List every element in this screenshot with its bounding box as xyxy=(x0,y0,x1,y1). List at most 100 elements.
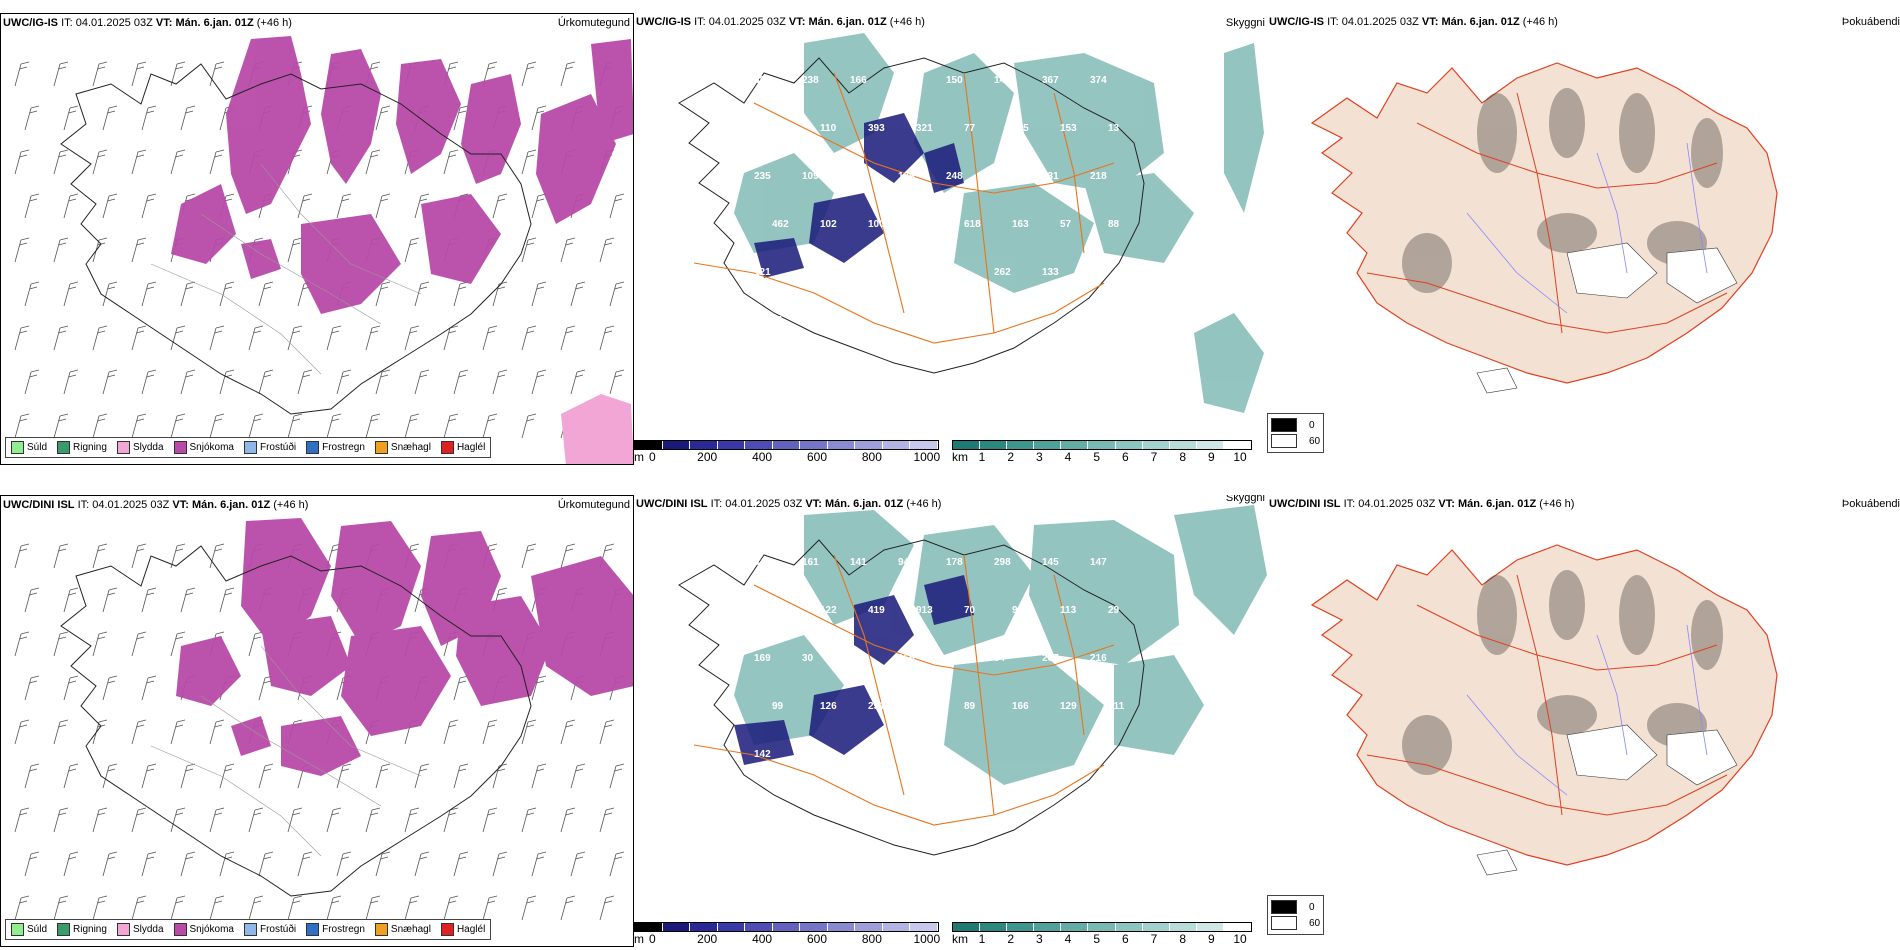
colorbar-tick-label: 3 xyxy=(1035,932,1043,946)
precip-map xyxy=(14,518,633,921)
colorbar-swatch xyxy=(690,923,718,931)
wind-barb xyxy=(63,587,79,613)
ceiling-height-labels: 449 161 141 944 178 298 145 147 170 122 419 913 70 93… xyxy=(754,557,1125,760)
dew-legend-row: 0 xyxy=(1271,417,1320,433)
colorbar-tick-label: 8 xyxy=(1179,450,1186,464)
ceiling-height-label: 142 xyxy=(754,749,771,760)
wind-barb xyxy=(287,807,303,833)
ceiling-height-label: 944 xyxy=(898,557,915,568)
colorbar-swatch xyxy=(1034,441,1062,449)
visibility-colorbar-swatches xyxy=(952,440,1252,450)
wind-barb xyxy=(258,851,274,877)
wind-barb xyxy=(170,149,186,175)
ceiling-height-label: 89 xyxy=(964,701,976,712)
wind-barb xyxy=(453,763,469,789)
dew-legend: 0 60 xyxy=(1267,413,1325,453)
wind-barb xyxy=(482,895,498,921)
wind-barb xyxy=(209,325,225,351)
ceiling-height-label: 100 xyxy=(868,219,885,230)
legend-item: Snæhagl xyxy=(370,438,436,457)
colorbar-tick-label: 200 xyxy=(697,450,718,464)
colorbar-swatch xyxy=(1169,441,1197,449)
wind-barb xyxy=(599,237,615,263)
wind-barb xyxy=(248,895,264,921)
wind-barb xyxy=(570,763,586,789)
wind-barb xyxy=(365,149,381,175)
wind-barb xyxy=(131,543,147,569)
ceiling-height-label: 131 xyxy=(1042,171,1059,182)
wind-barb xyxy=(287,237,303,263)
colorbar-tick-label: 6 xyxy=(1121,932,1129,946)
wind-barb xyxy=(24,105,40,131)
legend-swatch xyxy=(116,441,130,454)
colorbar-swatch xyxy=(635,923,663,931)
wind-barb xyxy=(102,675,118,701)
cloud-map: 387 238 166 148 150 148 367 374 143 110 393 321 77 14… xyxy=(678,33,1264,413)
wind-barb xyxy=(63,193,79,219)
wind-barb xyxy=(560,895,576,921)
wind-barb xyxy=(102,851,118,877)
rivers xyxy=(1466,142,1708,314)
wind-barb xyxy=(53,413,69,439)
ceiling-height-label: 88 xyxy=(1108,219,1120,230)
ceiling-height-label: 887 xyxy=(850,653,867,664)
wind-barb xyxy=(141,763,157,789)
wind-barb xyxy=(443,719,459,745)
wind-barb xyxy=(131,807,147,833)
wind-barb xyxy=(482,325,498,351)
wind-barb xyxy=(131,631,147,657)
glaciers xyxy=(1476,242,1738,394)
wind-barb xyxy=(443,895,459,921)
wind-barb xyxy=(336,851,352,877)
panel-title: UWC/DINI ISL IT: 04.01.2025 03Z VT: Mán.… xyxy=(3,499,309,511)
wind-barb xyxy=(521,149,537,175)
wind-barb xyxy=(258,281,274,307)
ceiling-height-label: 77 xyxy=(964,123,976,134)
wind-barb xyxy=(609,369,625,395)
ceiling-colorbar: m 0 200 400 600 800 1000 xyxy=(634,922,940,946)
wind-barb xyxy=(560,325,576,351)
ceiling-height-label: 133 xyxy=(1042,267,1059,278)
wind-barb xyxy=(375,193,391,219)
colorbar-swatch xyxy=(1196,923,1224,931)
legend-item: Haglél xyxy=(436,920,490,939)
wind-barb xyxy=(92,543,108,569)
wind-barb xyxy=(570,281,586,307)
wind-barb xyxy=(53,807,69,833)
wind-barb xyxy=(14,807,30,833)
legend-swatch xyxy=(11,923,24,936)
colorbar-tick-label: 4 xyxy=(1064,932,1072,946)
colorbar-swatch xyxy=(1142,441,1170,449)
wind-barb xyxy=(560,807,576,833)
panel-name: Þokuábendi xyxy=(1841,16,1900,28)
wind-barb xyxy=(365,895,381,921)
wind-barb xyxy=(141,193,157,219)
ceiling-height-label: 99 xyxy=(772,701,784,712)
ceiling-areas xyxy=(734,575,974,765)
wind-barb xyxy=(521,807,537,833)
dew-legend: 0 60 xyxy=(1267,895,1325,935)
wind-barb xyxy=(92,413,108,439)
legend-swatch xyxy=(173,923,187,936)
legend-swatch xyxy=(440,923,454,936)
ceiling-height-labels: 387 238 166 148 150 148 367 374 143 110 393 321 77 14… xyxy=(754,75,1120,326)
legend-swatch xyxy=(440,441,454,454)
roads xyxy=(693,554,1115,826)
ceiling-height-label: 248 xyxy=(850,267,867,278)
ceiling-colorbar: m 0 200 400 600 800 1000 xyxy=(634,440,940,464)
colorbar-tick-label: 10 xyxy=(1233,450,1247,464)
cloud-panel-row2: UWC/DINI ISL IT: 04.01.2025 03Z VT: Mán.… xyxy=(634,495,1267,947)
legend-swatch xyxy=(374,441,388,454)
ceiling-height-label: 71 xyxy=(772,315,784,326)
colorbar-tick-label: 3 xyxy=(1035,450,1043,464)
wind-barb xyxy=(336,193,352,219)
wind-barb xyxy=(170,719,186,745)
ceiling-height-label: 170 xyxy=(772,605,789,616)
colorbar-tick-label: 0 xyxy=(648,932,656,946)
legend-swatch xyxy=(57,923,71,936)
wind-barb xyxy=(404,237,420,263)
wind-barb xyxy=(326,413,342,439)
ceiling-unit: m xyxy=(634,932,644,946)
wind-barb xyxy=(375,851,391,877)
wind-barb xyxy=(92,807,108,833)
